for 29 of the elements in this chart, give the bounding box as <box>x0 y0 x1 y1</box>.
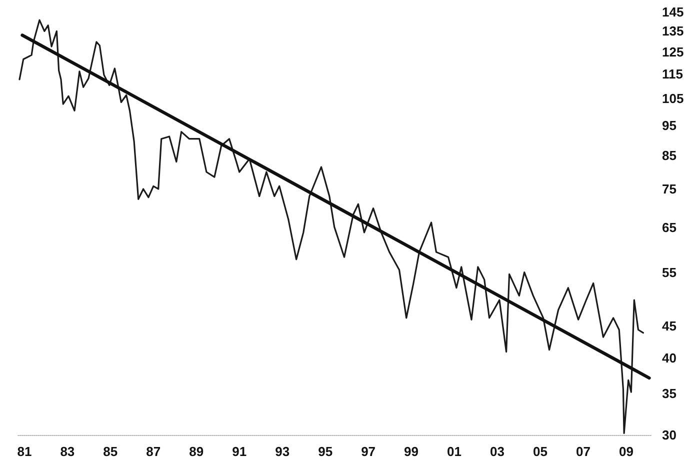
x-tick-label: 01 <box>447 444 462 459</box>
x-tick-label: 03 <box>490 444 504 459</box>
x-tick-label: 85 <box>103 444 118 459</box>
x-tick-label: 07 <box>576 444 590 459</box>
y-tick-label: 35 <box>662 386 676 402</box>
y-tick-label: 105 <box>662 91 684 106</box>
y-tick-label: 85 <box>662 148 676 163</box>
x-tick-label: 97 <box>361 444 376 459</box>
y-tick-label: 75 <box>662 181 676 196</box>
x-tick-label: 89 <box>189 444 204 459</box>
y-tick-label: 125 <box>662 44 684 60</box>
y-tick-label: 65 <box>662 220 676 235</box>
y-tick-label: 115 <box>662 66 683 82</box>
x-tick-label: 93 <box>275 444 290 459</box>
y-tick-label: 145 <box>662 4 684 20</box>
x-tick-label: 83 <box>60 444 75 459</box>
y-tick-label: 40 <box>662 350 676 366</box>
x-tick-label: 81 <box>17 444 32 459</box>
x-tick-label: 09 <box>618 444 634 459</box>
x-tick-label: 91 <box>232 444 247 459</box>
y-tick-label: 45 <box>662 318 676 334</box>
y-tick-label: 95 <box>662 118 676 134</box>
y-tick-label: 55 <box>662 264 676 280</box>
x-tick-label: 05 <box>533 444 548 459</box>
x-tick-label: 99 <box>404 444 419 459</box>
y-tick-label: 135 <box>662 24 684 39</box>
y-tick-label: 30 <box>662 428 676 442</box>
x-tick-label: 87 <box>146 444 161 459</box>
x-tick-label: 95 <box>318 444 333 459</box>
